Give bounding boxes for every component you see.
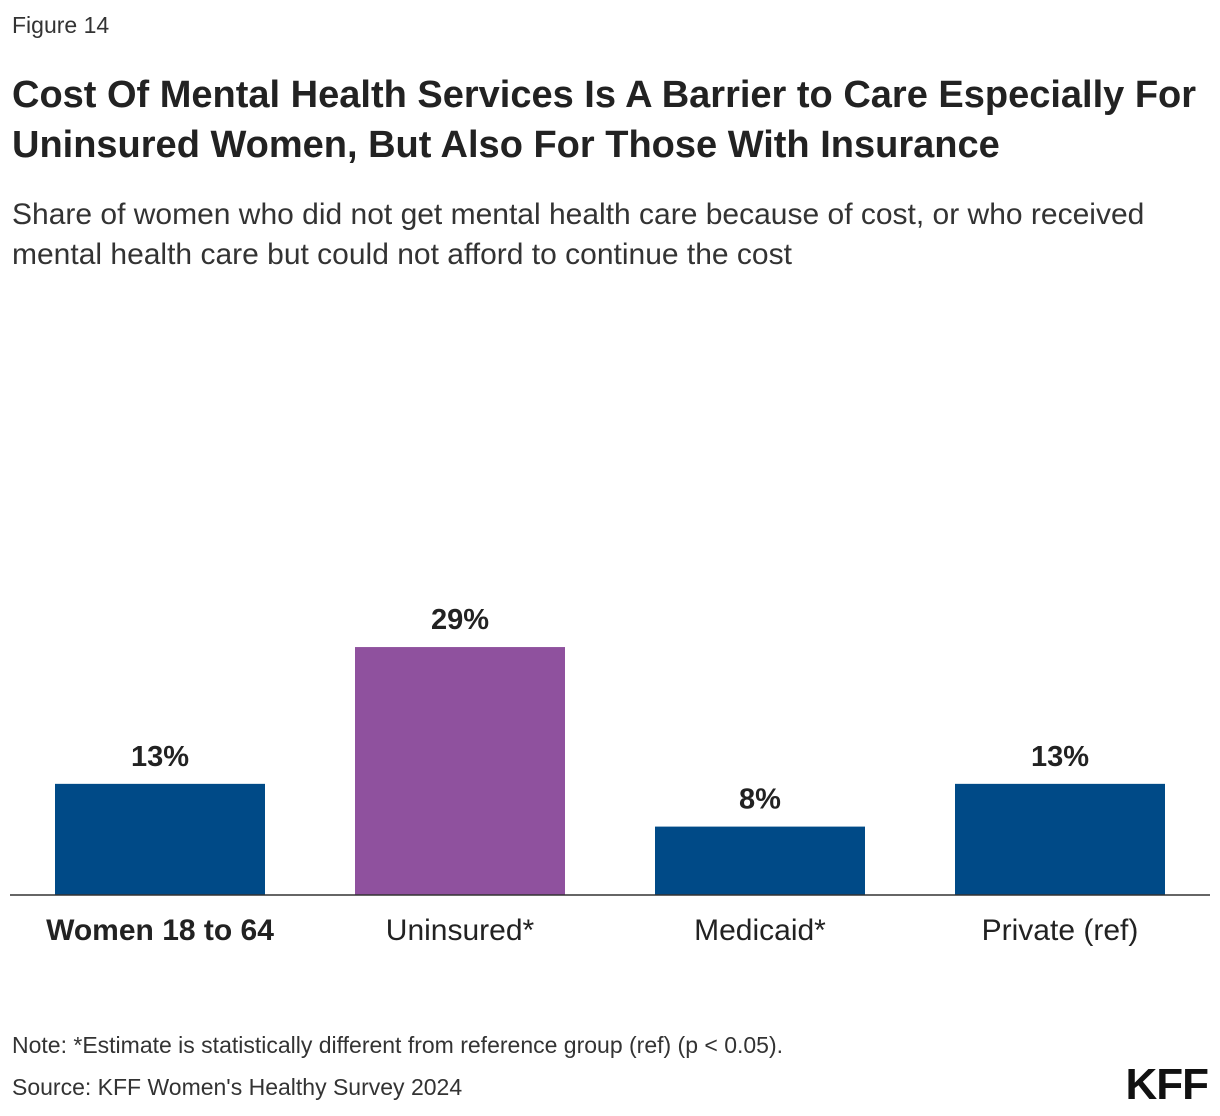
bar-1 (355, 647, 565, 895)
bar-3 (955, 783, 1165, 895)
value-label-3: 13% (1031, 741, 1089, 773)
figure-label: Figure 14 (12, 12, 110, 38)
category-label-2: Medicaid* (694, 914, 826, 947)
category-label-0: Women 18 to 64 (46, 914, 274, 947)
value-label-1: 29% (431, 604, 489, 636)
bar-0 (55, 783, 265, 895)
kff-logo: KFF (1125, 1060, 1209, 1109)
chart-note: Note: *Estimate is statistically differe… (12, 1032, 784, 1058)
chart-title: Cost Of Mental Health Services Is A Barr… (12, 74, 1197, 166)
bar-chart: 13% Women 18 to 64 29% Uninsured* 8% Medicaid… (10, 604, 1210, 947)
chart-source: Source: KFF Women's Healthy Survey 2024 (12, 1074, 463, 1100)
bar-2 (655, 826, 865, 895)
value-label-0: 13% (131, 741, 189, 773)
value-label-2: 8% (739, 784, 781, 816)
bars-layer (55, 647, 1165, 895)
labels-layer: 13% Women 18 to 64 29% Uninsured* 8% Medicaid… (46, 604, 1138, 947)
category-label-1: Uninsured* (386, 914, 535, 947)
category-label-3: Private (ref) (982, 914, 1139, 947)
chart-subtitle: Share of women who did not get mental he… (12, 198, 1145, 271)
